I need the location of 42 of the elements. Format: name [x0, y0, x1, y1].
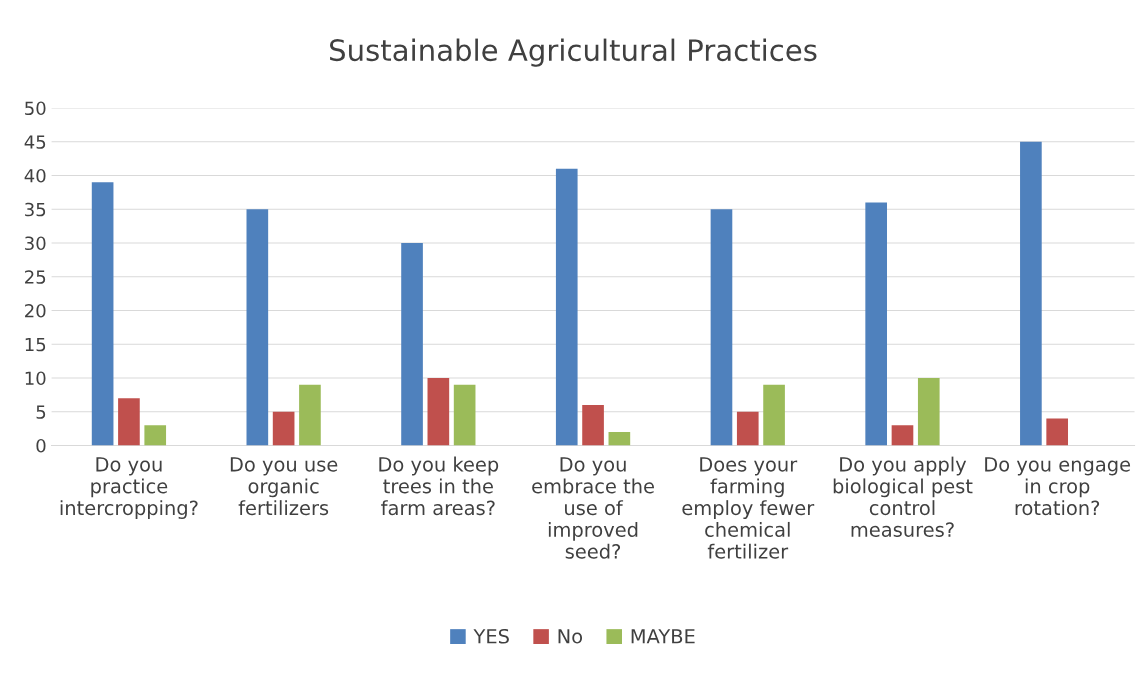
bar	[246, 209, 269, 446]
legend-label: MAYBE	[631, 629, 695, 644]
bar	[91, 182, 114, 446]
bar	[736, 411, 759, 446]
x-tick-label: Do you engage in crop rotation?	[985, 457, 1131, 516]
y-tick-label: 0	[36, 438, 46, 453]
bar	[144, 425, 167, 446]
x-tick-label: Do you embrace the use of improved seed?	[532, 457, 654, 559]
y-tick-label: 25	[25, 270, 46, 284]
bar	[272, 411, 295, 446]
bar	[555, 168, 578, 446]
legend-label: YES	[473, 628, 509, 644]
x-tick-label: Do you practice intercropping?	[60, 457, 198, 519]
legend-label: No	[558, 629, 583, 644]
bar	[427, 378, 450, 446]
bar	[608, 432, 631, 446]
bar	[763, 384, 785, 446]
bar	[118, 398, 140, 446]
x-tick-label: Do you use organic fertilizers	[230, 457, 338, 516]
x-tick-label: Do you apply biological pest control measures?	[833, 456, 973, 537]
bar	[865, 202, 887, 446]
bar	[1046, 418, 1069, 446]
y-tick-label: 30	[25, 236, 46, 251]
bar	[1020, 141, 1042, 446]
y-tick-label: 20	[25, 303, 46, 318]
x-tick-label: Does your farming employ fewer chemical fertilizer	[682, 457, 815, 559]
bar	[453, 384, 476, 446]
bar	[299, 384, 321, 446]
y-tick-label: 45	[24, 135, 46, 149]
y-tick-label: 40	[24, 168, 46, 183]
x-tick-label: Do you keep trees in the farm areas?	[379, 456, 499, 516]
bar	[401, 243, 423, 446]
y-tick-label: 35	[25, 202, 46, 217]
y-tick-label: 10	[25, 371, 46, 386]
y-tick-label: 5	[36, 405, 46, 419]
y-tick-label: 50	[25, 101, 46, 116]
bar	[582, 405, 604, 446]
bar	[891, 425, 914, 446]
bar	[917, 378, 940, 446]
bar	[710, 209, 733, 446]
y-tick-label: 15	[25, 337, 46, 352]
chart-title: Sustainable Agricultural Practices	[330, 38, 817, 67]
